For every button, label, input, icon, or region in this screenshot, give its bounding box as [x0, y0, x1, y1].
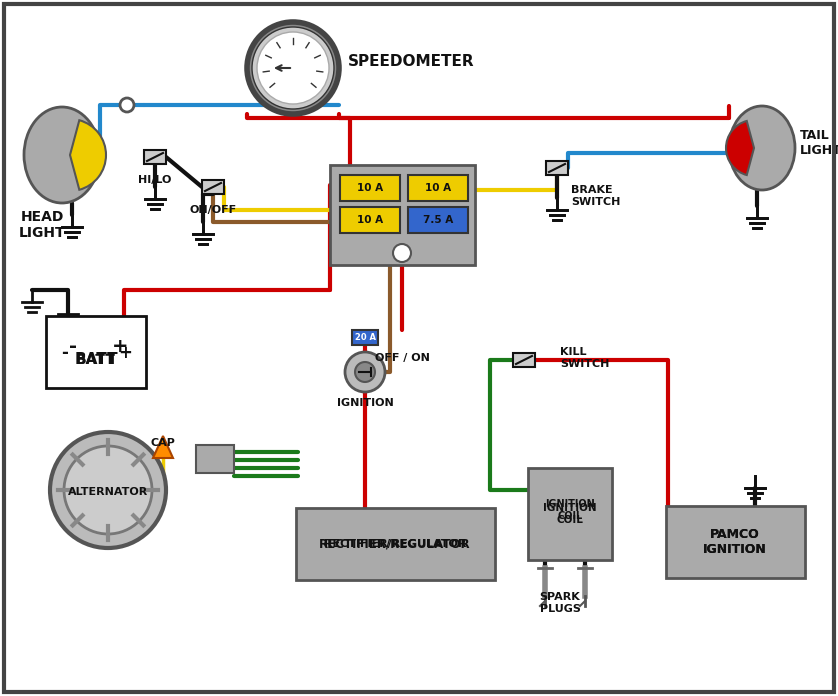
FancyBboxPatch shape [196, 445, 234, 473]
Text: +: + [111, 338, 128, 356]
FancyBboxPatch shape [46, 316, 146, 388]
Text: 20 A: 20 A [354, 333, 375, 342]
Wedge shape [726, 121, 754, 175]
FancyBboxPatch shape [513, 353, 535, 367]
Circle shape [50, 432, 166, 548]
Polygon shape [153, 436, 173, 458]
Text: 10 A: 10 A [357, 215, 383, 225]
Text: ON/OFF: ON/OFF [189, 205, 236, 215]
Text: RECTIFIER/REGULATOR: RECTIFIER/REGULATOR [323, 539, 466, 549]
Text: -: - [69, 338, 77, 356]
FancyBboxPatch shape [528, 468, 612, 560]
Text: HEAD
LIGHT: HEAD LIGHT [18, 210, 65, 240]
Wedge shape [70, 120, 106, 190]
Circle shape [247, 22, 339, 114]
FancyBboxPatch shape [340, 175, 400, 201]
Text: -: - [61, 344, 69, 362]
Text: CAP: CAP [151, 438, 175, 448]
FancyBboxPatch shape [408, 175, 468, 201]
Text: IGNITION
COIL: IGNITION COIL [543, 503, 597, 525]
Text: SPEEDOMETER: SPEEDOMETER [348, 54, 474, 70]
FancyBboxPatch shape [352, 330, 378, 345]
Text: 10 A: 10 A [357, 183, 383, 193]
FancyBboxPatch shape [144, 150, 166, 164]
Text: BRAKE
SWITCH: BRAKE SWITCH [571, 185, 620, 207]
Text: IGNITION
COIL: IGNITION COIL [546, 499, 595, 521]
Circle shape [257, 32, 329, 104]
Text: IGNITION: IGNITION [337, 398, 393, 408]
FancyBboxPatch shape [546, 161, 568, 175]
FancyBboxPatch shape [408, 207, 468, 233]
Text: RECTIFIER/REGULATOR: RECTIFIER/REGULATOR [319, 537, 471, 551]
FancyBboxPatch shape [296, 508, 495, 580]
Circle shape [252, 27, 334, 109]
Text: 10 A: 10 A [425, 183, 451, 193]
FancyBboxPatch shape [330, 165, 475, 265]
Text: +: + [118, 344, 132, 362]
Ellipse shape [729, 106, 795, 190]
Circle shape [64, 446, 152, 534]
Text: OFF / ON: OFF / ON [375, 353, 430, 363]
Text: 7.5 A: 7.5 A [423, 215, 453, 225]
Text: KILL
SWITCH: KILL SWITCH [560, 347, 609, 369]
Text: PAMCO
IGNITION: PAMCO IGNITION [703, 528, 767, 556]
Circle shape [393, 244, 411, 262]
Text: BATT: BATT [76, 353, 116, 367]
Circle shape [120, 98, 134, 112]
Circle shape [355, 362, 375, 382]
FancyBboxPatch shape [666, 506, 805, 578]
FancyBboxPatch shape [202, 180, 224, 194]
Text: BATT: BATT [75, 352, 118, 367]
Text: PAMCO
IGNITION: PAMCO IGNITION [703, 528, 767, 556]
Text: HI/LO: HI/LO [138, 175, 172, 185]
Text: ALTERNATOR: ALTERNATOR [68, 487, 148, 497]
Text: TAIL
LIGHT: TAIL LIGHT [800, 129, 838, 157]
Circle shape [345, 352, 385, 392]
Ellipse shape [24, 107, 100, 203]
Text: SPARK
PLUGS: SPARK PLUGS [540, 592, 581, 614]
FancyBboxPatch shape [340, 207, 400, 233]
